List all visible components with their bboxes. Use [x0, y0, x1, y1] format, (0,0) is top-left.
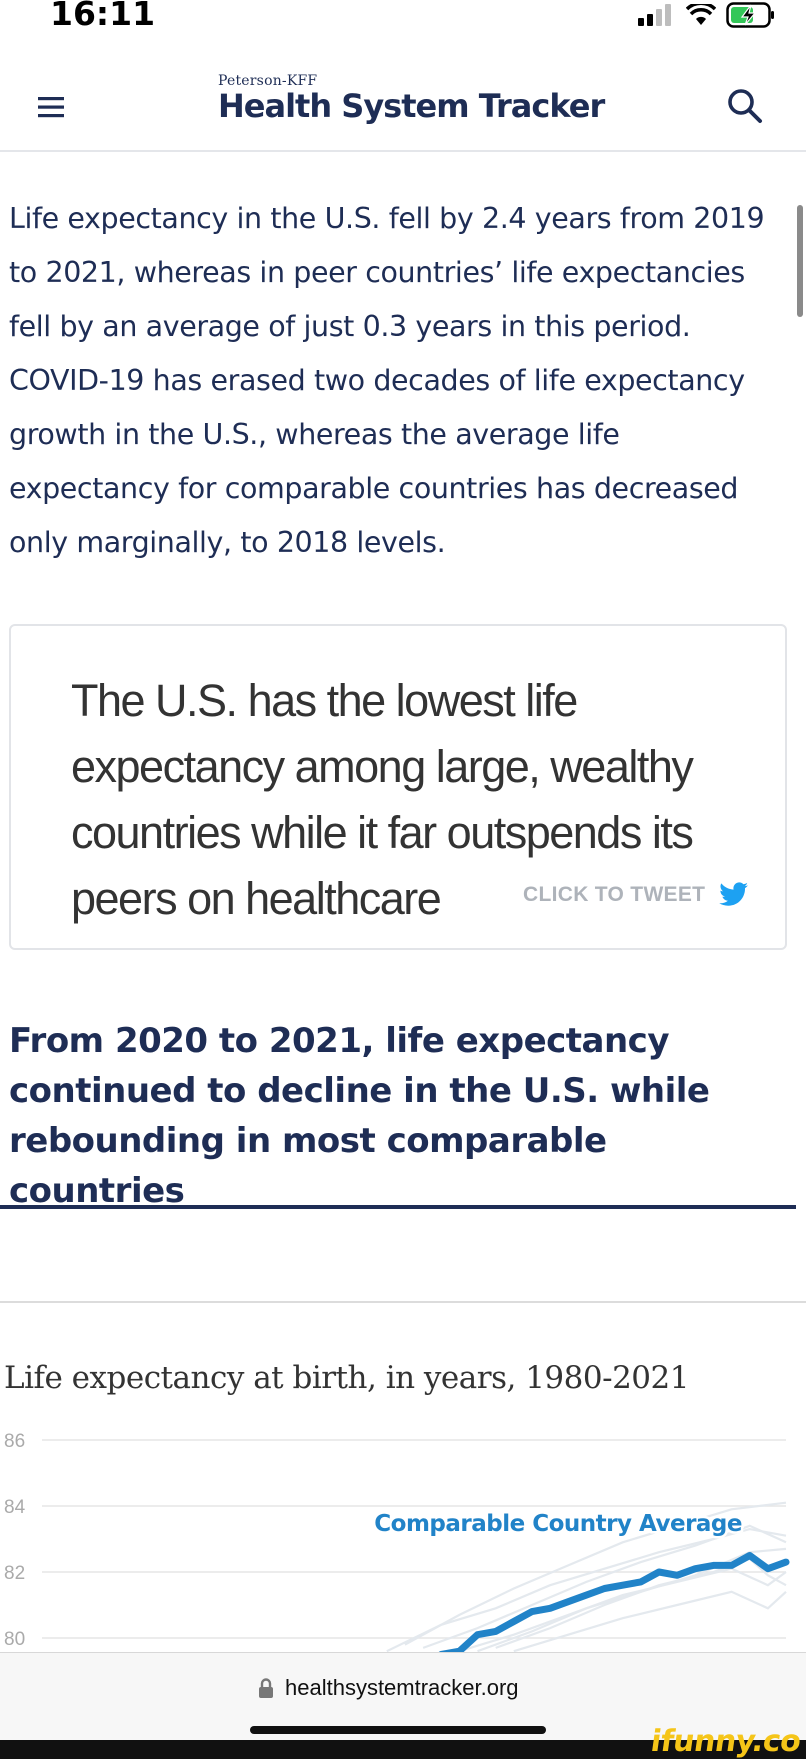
scrollbar-thumb[interactable] [797, 205, 803, 317]
country-line [404, 1501, 787, 1646]
site-logo[interactable]: Peterson-KFF Health System Tracker [218, 73, 605, 125]
y-tick-label: 80 [4, 1629, 25, 1650]
y-tick-label: 82 [4, 1563, 25, 1584]
y-tick-label: 86 [4, 1431, 25, 1452]
tweet-quote: The U.S. has the lowest life expectancy … [71, 675, 694, 924]
y-tick-label: 84 [4, 1497, 26, 1518]
series-annotation: Comparable Country Average [374, 1511, 742, 1537]
browser-url-bar[interactable]: healthsystemtracker.org [0, 1652, 806, 1740]
section-heading: From 2020 to 2021, life expectancy conti… [9, 1021, 710, 1211]
brand-subtitle: Peterson-KFF [218, 73, 318, 89]
footer-strip [0, 1740, 806, 1759]
country-line [513, 1590, 787, 1652]
status-time: 16:11 [50, 0, 156, 33]
wifi-icon [686, 4, 716, 25]
status-bar: 16:11 [0, 0, 806, 36]
menu-icon[interactable] [30, 91, 70, 123]
url-text: healthsystemtracker.org [285, 1675, 519, 1700]
status-icons [638, 0, 776, 30]
click-to-tweet-box: The U.S. has the lowest life expectancy … [9, 624, 787, 950]
chart-title: Life expectancy at birth, in years, 1980… [4, 1360, 689, 1396]
country-line [422, 1524, 787, 1649]
life-expectancy-chart: 86 84 82 80 Comparable Country Average [4, 1431, 790, 1652]
site-header: Peterson-KFF Health System Tracker [0, 55, 806, 152]
lock-icon [259, 1678, 273, 1698]
battery-charging-icon [726, 2, 774, 28]
click-to-tweet-label: CLICK TO TWEET [523, 883, 706, 906]
click-to-tweet-button[interactable]: CLICK TO TWEET [523, 882, 749, 908]
search-icon[interactable] [726, 87, 764, 125]
comparable-average-line [438, 1552, 790, 1652]
home-indicator[interactable] [250, 1726, 546, 1734]
chart-divider [0, 1301, 806, 1303]
country-line [386, 1527, 787, 1652]
heading-divider [0, 1205, 796, 1209]
brand-title: Health System Tracker [218, 87, 605, 125]
watermark-logo: ifunny.co [648, 1724, 803, 1759]
cellular-signal-icon [638, 4, 671, 26]
intro-paragraph: Life expectancy in the U.S. fell by 2.4 … [9, 202, 765, 559]
twitter-bird-icon [719, 882, 749, 906]
